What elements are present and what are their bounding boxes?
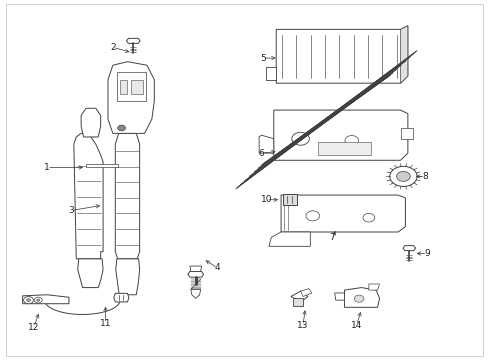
Circle shape xyxy=(389,166,416,186)
Circle shape xyxy=(118,125,125,131)
Polygon shape xyxy=(120,80,127,94)
Polygon shape xyxy=(259,135,273,153)
Polygon shape xyxy=(81,108,101,137)
Polygon shape xyxy=(108,62,154,134)
Text: 6: 6 xyxy=(258,149,264,158)
Polygon shape xyxy=(276,26,407,83)
Polygon shape xyxy=(300,289,311,297)
Polygon shape xyxy=(190,289,200,298)
Text: 8: 8 xyxy=(421,172,427,181)
Polygon shape xyxy=(187,271,203,277)
Circle shape xyxy=(396,171,409,181)
Polygon shape xyxy=(74,134,103,259)
Circle shape xyxy=(23,297,33,304)
Polygon shape xyxy=(317,142,370,155)
Text: 13: 13 xyxy=(297,321,308,330)
Polygon shape xyxy=(266,67,276,80)
Circle shape xyxy=(353,295,363,302)
Circle shape xyxy=(26,299,30,302)
Text: 4: 4 xyxy=(214,264,220,273)
Circle shape xyxy=(37,299,40,301)
Polygon shape xyxy=(344,288,379,307)
Circle shape xyxy=(291,132,309,145)
Polygon shape xyxy=(334,293,344,300)
Polygon shape xyxy=(268,232,310,246)
Text: 1: 1 xyxy=(44,163,50,172)
Polygon shape xyxy=(22,295,69,304)
Polygon shape xyxy=(86,164,118,167)
Circle shape xyxy=(305,211,319,221)
Polygon shape xyxy=(282,194,297,205)
Text: 2: 2 xyxy=(110,43,116,52)
Text: 3: 3 xyxy=(68,206,74,215)
Circle shape xyxy=(362,213,374,222)
Polygon shape xyxy=(116,259,140,295)
Polygon shape xyxy=(131,80,143,94)
Polygon shape xyxy=(126,39,140,43)
Polygon shape xyxy=(273,110,407,160)
Polygon shape xyxy=(402,246,415,251)
Polygon shape xyxy=(114,293,129,302)
Polygon shape xyxy=(117,72,146,101)
Text: 9: 9 xyxy=(424,249,429,258)
Text: 14: 14 xyxy=(350,321,362,330)
Polygon shape xyxy=(290,291,307,302)
Polygon shape xyxy=(400,128,412,139)
Text: 11: 11 xyxy=(100,319,111,328)
Circle shape xyxy=(34,297,42,303)
Polygon shape xyxy=(189,266,201,271)
Polygon shape xyxy=(293,298,303,306)
Polygon shape xyxy=(400,26,407,83)
Polygon shape xyxy=(115,134,140,259)
Polygon shape xyxy=(281,195,405,232)
Polygon shape xyxy=(368,284,379,290)
Circle shape xyxy=(344,135,358,145)
Text: 12: 12 xyxy=(28,323,40,332)
Text: 5: 5 xyxy=(260,54,265,63)
Polygon shape xyxy=(78,259,103,288)
Text: 7: 7 xyxy=(329,233,334,242)
Text: 10: 10 xyxy=(260,195,272,204)
